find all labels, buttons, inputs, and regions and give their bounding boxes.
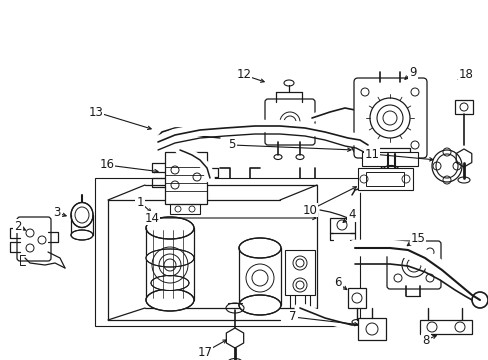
Ellipse shape [146, 249, 194, 267]
Text: 13: 13 [88, 105, 103, 118]
Text: 7: 7 [289, 310, 296, 324]
Ellipse shape [151, 275, 189, 291]
Text: 3: 3 [53, 207, 61, 220]
Ellipse shape [71, 230, 93, 240]
Bar [357, 168, 412, 190]
Text: 12: 12 [236, 68, 251, 81]
Bar [329, 218, 354, 233]
Bar [285, 250, 314, 295]
Text: 5: 5 [228, 139, 235, 152]
Ellipse shape [431, 150, 461, 182]
Bar [419, 320, 471, 334]
FancyBboxPatch shape [264, 99, 314, 145]
Ellipse shape [239, 295, 281, 315]
Text: 18: 18 [458, 68, 472, 81]
Bar [95, 178, 359, 326]
Text: 15: 15 [410, 231, 425, 244]
Ellipse shape [146, 289, 194, 311]
Bar [361, 152, 417, 166]
Text: 6: 6 [334, 276, 341, 289]
Bar [347, 288, 365, 308]
Bar [170, 204, 200, 214]
Ellipse shape [146, 217, 194, 239]
Text: 10: 10 [302, 203, 317, 216]
FancyBboxPatch shape [353, 78, 426, 158]
Text: 16: 16 [99, 158, 114, 171]
Bar [357, 318, 385, 340]
Text: 4: 4 [347, 208, 355, 221]
FancyBboxPatch shape [386, 241, 440, 289]
Text: 8: 8 [422, 333, 429, 346]
Ellipse shape [239, 238, 281, 258]
Text: 17: 17 [197, 346, 212, 359]
Ellipse shape [71, 202, 93, 228]
Text: 11: 11 [364, 148, 379, 161]
Text: 1: 1 [136, 195, 143, 208]
Text: 14: 14 [144, 211, 159, 225]
Bar [164, 152, 206, 204]
Text: 2: 2 [14, 220, 21, 233]
Bar [454, 100, 472, 114]
Text: 9: 9 [408, 66, 416, 78]
Bar [365, 172, 403, 186]
